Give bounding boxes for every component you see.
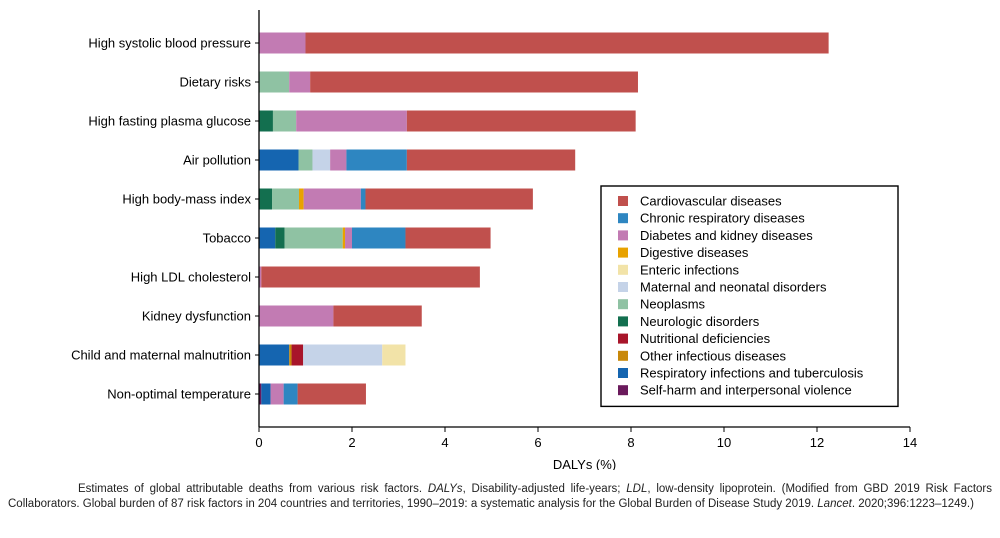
caption-abbr-dalys: DALYs <box>427 483 463 495</box>
bar-segment-chronic-respiratory-diseases <box>360 188 366 210</box>
category-label: Child and maternal malnutrition <box>71 348 251 363</box>
bar-segment-nutritional-deficiencies <box>291 344 304 366</box>
caption-text-2: , Disability-adjusted life-years; <box>462 483 627 495</box>
x-tick-label: 0 <box>255 435 262 450</box>
bar-segment-enteric-infections <box>382 344 406 366</box>
category-label: Dietary risks <box>179 75 251 90</box>
bar-segment-cardiovascular-diseases <box>305 32 829 54</box>
bars-group <box>259 32 829 405</box>
caption-text-3: , low-density lipoprotein. (Modified fro… <box>8 483 993 510</box>
legend-label: Digestive diseases <box>640 245 749 260</box>
caption-journal: Lancet <box>817 498 852 510</box>
x-tick-label: 12 <box>810 435 824 450</box>
legend-swatch <box>618 385 628 396</box>
bar-segment-cardiovascular-diseases <box>297 383 366 405</box>
bar-segment-diabetes-and-kidney-diseases <box>259 305 334 327</box>
axes-group: High systolic blood pressure Dietary risk… <box>71 10 917 470</box>
bar-segment-respiratory-infections-and-tuberculosis <box>259 344 290 366</box>
caption-text-4: . 2020;396:1223–1249.) <box>851 498 974 510</box>
bar-segment-cardiovascular-diseases <box>406 110 636 132</box>
bar-segment-diabetes-and-kidney-diseases <box>259 266 262 288</box>
bar-segment-neoplasms <box>298 149 313 171</box>
category-label: Kidney dysfunction <box>142 309 251 324</box>
bar-segment-neurologic-disorders <box>275 227 285 249</box>
category-label: Non-optimal temperature <box>107 387 251 402</box>
legend-swatch <box>618 247 628 258</box>
bar-segment-diabetes-and-kidney-diseases <box>296 110 407 132</box>
legend-box <box>600 185 899 408</box>
x-tick-label: 10 <box>717 435 731 450</box>
x-axis-title: DALYs (%) <box>553 457 616 470</box>
legend-label: Respiratory infections and tuberculosis <box>640 366 864 381</box>
legend-swatch <box>618 264 628 275</box>
bar-segment-neurologic-disorders <box>259 188 273 210</box>
bar-segment-cardiovascular-diseases <box>333 305 422 327</box>
bar-segment-self-harm-and-interpersonal-violence <box>259 383 262 405</box>
stacked-bar-chart: High systolic blood pressure Dietary risk… <box>71 10 917 470</box>
category-label: Air pollution <box>183 153 251 168</box>
caption-abbr-ldl: LDL <box>626 483 648 495</box>
bar-segment-diabetes-and-kidney-diseases <box>303 188 361 210</box>
bar-segment-cardiovascular-diseases <box>365 188 533 210</box>
legend-label: Nutritional deficiencies <box>640 331 771 346</box>
legend-label: Neoplasms <box>640 297 706 312</box>
caption-text-1: Estimates of global attributable deaths … <box>78 483 428 495</box>
bar-segment-cardiovascular-diseases <box>405 227 491 249</box>
legend-label: Cardiovascular diseases <box>640 194 782 209</box>
bar-segment-neoplasms <box>284 227 343 249</box>
bar-segment-neurologic-disorders <box>259 110 273 132</box>
category-label: High systolic blood pressure <box>88 36 251 51</box>
legend-label: Maternal and neonatal disorders <box>640 280 827 295</box>
legend-label: Diabetes and kidney diseases <box>640 228 813 243</box>
x-tick-label: 4 <box>441 435 448 450</box>
category-label: High body-mass index <box>122 192 251 207</box>
bar-segment-cardiovascular-diseases <box>261 266 480 288</box>
bar-segment-diabetes-and-kidney-diseases <box>330 149 347 171</box>
bar-segment-respiratory-infections-and-tuberculosis <box>259 149 299 171</box>
bar-segment-neoplasms <box>272 110 297 132</box>
figure-caption: Estimates of global attributable deaths … <box>8 482 992 512</box>
legend-swatch <box>618 299 628 310</box>
legend-label: Enteric infections <box>640 262 739 277</box>
legend-swatch <box>618 368 628 378</box>
legend-swatch <box>618 196 628 206</box>
bar-segment-maternal-and-neonatal-disorders <box>312 149 331 171</box>
bar-segment-diabetes-and-kidney-diseases <box>270 383 284 405</box>
category-label: Tobacco <box>203 231 251 246</box>
bar-segment-other-infectious-diseases <box>289 344 292 366</box>
legend-label: Self-harm and interpersonal violence <box>640 383 852 398</box>
bar-segment-diabetes-and-kidney-diseases <box>259 32 306 54</box>
bar-segment-chronic-respiratory-diseases <box>346 149 407 171</box>
category-label: High LDL cholesterol <box>131 270 251 285</box>
bar-segment-cardiovascular-diseases <box>406 149 576 171</box>
bar-segment-chronic-respiratory-diseases <box>352 227 406 249</box>
legend: Cardiovascular diseases Chronic respirato… <box>600 185 899 408</box>
bar-segment-maternal-and-neonatal-disorders <box>303 344 383 366</box>
bar-segment-diabetes-and-kidney-diseases <box>345 227 352 249</box>
legend-swatch <box>618 333 628 344</box>
bar-segment-neoplasms <box>259 71 290 93</box>
bar-segment-respiratory-infections-and-tuberculosis <box>259 227 276 249</box>
bar-segment-chronic-respiratory-diseases <box>283 383 298 405</box>
bar-segment-digestive-diseases <box>342 227 346 249</box>
bar-segment-diabetes-and-kidney-diseases <box>289 71 311 93</box>
legend-swatch <box>618 282 628 292</box>
legend-label: Neurologic disorders <box>640 314 760 329</box>
bar-segment-neoplasms <box>272 188 299 210</box>
legend-swatch <box>618 213 628 224</box>
bar-segment-digestive-diseases <box>298 188 304 210</box>
legend-swatch <box>618 230 628 241</box>
x-tick-label: 6 <box>534 435 541 450</box>
bar-segment-cardiovascular-diseases <box>310 71 638 93</box>
x-tick-label: 2 <box>348 435 355 450</box>
x-tick-label: 8 <box>627 435 634 450</box>
bar-segment-respiratory-infections-and-tuberculosis <box>261 383 271 405</box>
legend-label: Chronic respiratory diseases <box>640 211 805 226</box>
legend-swatch <box>618 350 628 361</box>
legend-label: Other infectious diseases <box>640 348 786 363</box>
x-tick-label: 14 <box>903 435 917 450</box>
category-label: High fasting plasma glucose <box>88 114 251 129</box>
legend-swatch <box>618 316 628 327</box>
